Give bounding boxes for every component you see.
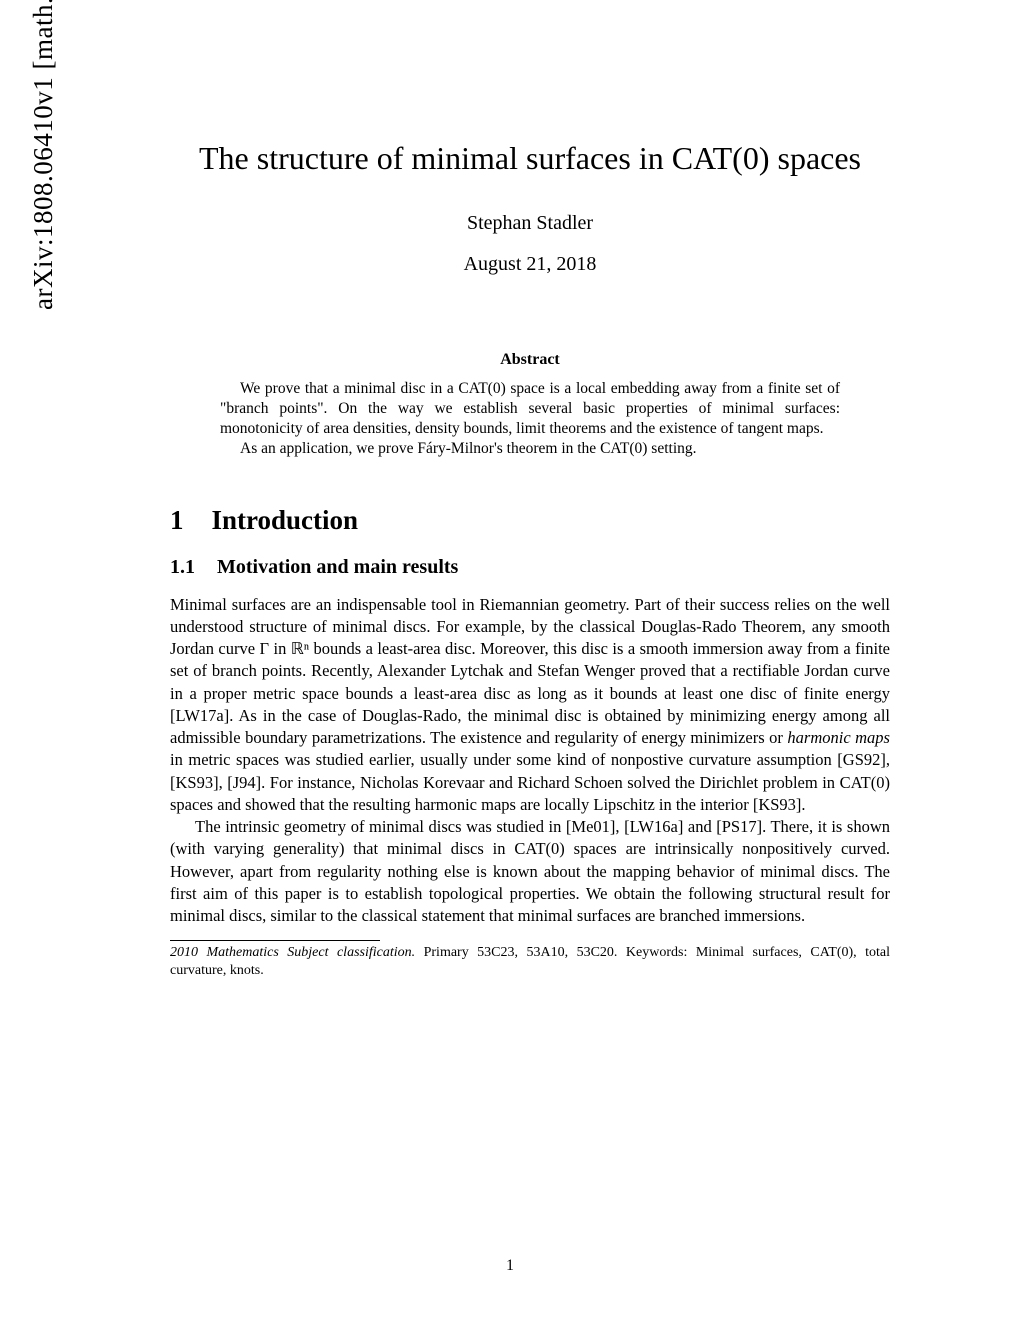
page-number: 1 (0, 1257, 1020, 1275)
page-content: The structure of minimal surfaces in CAT… (0, 0, 1020, 1030)
body-text: Minimal surfaces are an indispensable to… (170, 594, 890, 928)
body-para-1: Minimal surfaces are an indispensable to… (170, 594, 890, 817)
abstract-para-2: As an application, we prove Fáry-Milnor'… (220, 439, 840, 459)
subsection-heading: 1.1 Motivation and main results (170, 556, 890, 579)
abstract-para-1: We prove that a minimal disc in a CAT(0)… (220, 379, 840, 439)
subsection-title: Motivation and main results (217, 556, 458, 578)
subsection-number: 1.1 (170, 556, 195, 579)
section-heading: 1 Introduction (170, 505, 890, 536)
author-name: Stephan Stadler (170, 212, 890, 235)
arxiv-identifier: arXiv:1808.06410v1 [math.DG] 20 Aug 2018 (28, 0, 59, 310)
abstract-body: We prove that a minimal disc in a CAT(0)… (220, 379, 840, 460)
paper-title: The structure of minimal surfaces in CAT… (170, 140, 890, 177)
footnote-rule (170, 940, 380, 941)
abstract-heading: Abstract (170, 351, 890, 369)
italic-term: harmonic maps (787, 728, 890, 747)
section-title: Introduction (212, 505, 359, 535)
body-para-2: The intrinsic geometry of minimal discs … (170, 816, 890, 927)
footnote: 2010 Mathematics Subject classification.… (170, 944, 890, 980)
paper-date: August 21, 2018 (170, 253, 890, 276)
section-number: 1 (170, 505, 184, 536)
footnote-label: 2010 Mathematics Subject classification. (170, 945, 415, 960)
